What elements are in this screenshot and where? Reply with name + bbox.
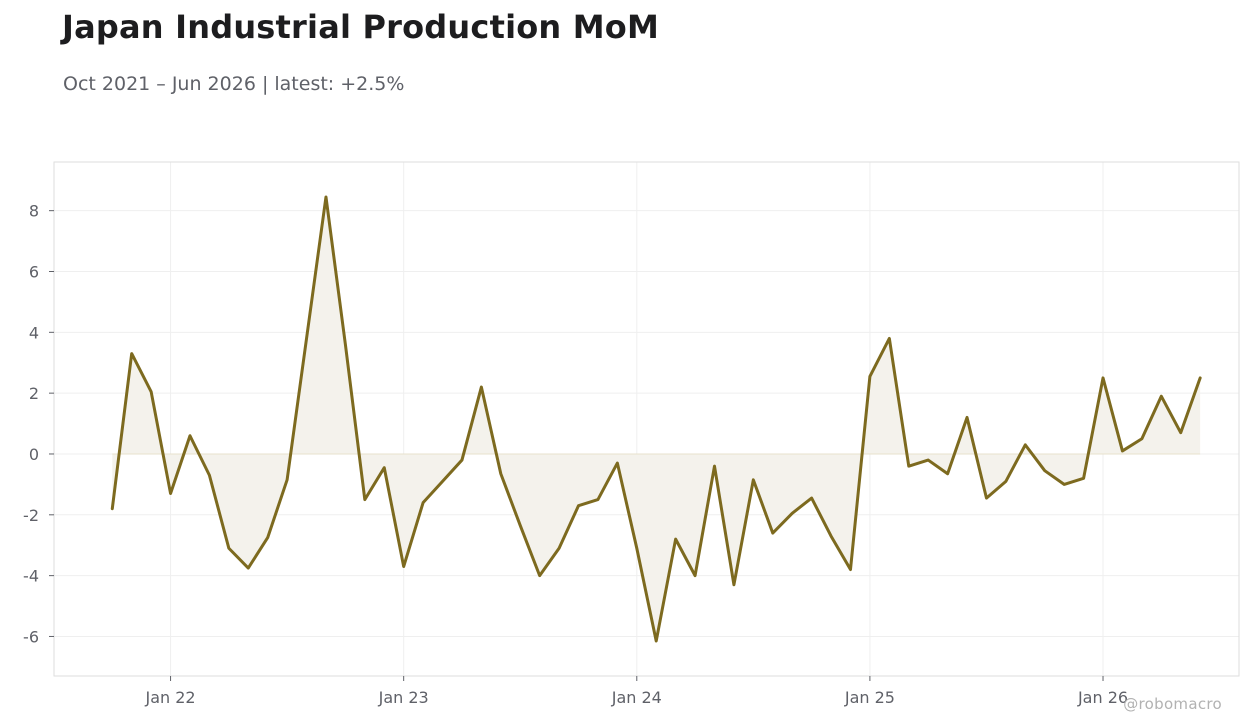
data-point <box>830 535 833 538</box>
data-point <box>169 492 172 495</box>
data-point <box>1160 395 1163 398</box>
data-point <box>1179 431 1182 434</box>
data-point <box>422 501 425 504</box>
data-point <box>130 352 133 355</box>
data-point <box>441 480 444 483</box>
data-point <box>538 574 541 577</box>
data-point <box>1004 480 1007 483</box>
x-tick-label: Jan 24 <box>611 688 662 707</box>
watermark: @robomacro <box>1123 695 1222 713</box>
data-point <box>888 337 891 340</box>
data-point <box>460 459 463 462</box>
y-tick-label: 8 <box>29 202 39 221</box>
data-point <box>363 498 366 501</box>
data-point <box>577 504 580 507</box>
series-line <box>110 195 1202 643</box>
data-point <box>383 466 386 469</box>
y-tick-label: -6 <box>23 627 39 646</box>
data-point <box>752 478 755 481</box>
data-point <box>305 337 308 340</box>
data-point <box>655 640 658 643</box>
x-tick-label: Jan 26 <box>1077 688 1128 707</box>
data-point <box>732 583 735 586</box>
y-tick-label: -4 <box>23 567 39 586</box>
data-point <box>1043 469 1046 472</box>
chart-subtitle: Oct 2021 – Jun 2026 | latest: +2.5% <box>63 73 405 95</box>
data-point <box>266 536 269 539</box>
data-point <box>1102 376 1105 379</box>
chart-title: Japan Industrial Production MoM <box>62 8 660 46</box>
data-point <box>635 547 638 550</box>
data-point <box>499 472 502 475</box>
data-point <box>907 465 910 468</box>
data-point <box>1063 483 1066 486</box>
data-point <box>771 532 774 535</box>
data-point <box>946 472 949 475</box>
data-point <box>1121 449 1124 452</box>
data-point <box>344 343 347 346</box>
data-point <box>111 507 114 510</box>
data-point <box>674 538 677 541</box>
y-tick-label: 0 <box>29 445 39 464</box>
data-point <box>150 390 153 393</box>
data-point <box>810 497 813 500</box>
data-point <box>286 478 289 481</box>
data-point <box>849 568 852 571</box>
gridlines <box>54 162 1239 676</box>
data-point <box>208 474 211 477</box>
x-tick-label: Jan 23 <box>378 688 429 707</box>
area-fill <box>112 196 1201 642</box>
data-point <box>985 497 988 500</box>
data-point <box>402 565 405 568</box>
data-point <box>927 459 930 462</box>
data-point <box>694 574 697 577</box>
data-point <box>616 462 619 465</box>
y-tick-label: -2 <box>23 506 39 525</box>
data-point <box>868 375 871 378</box>
plot-frame <box>53 161 1240 677</box>
data-point <box>558 547 561 550</box>
data-point <box>188 434 191 437</box>
data-point <box>713 465 716 468</box>
data-point <box>596 498 599 501</box>
x-axis-ticks: Jan 22 Jan 23 Jan 24 Jan 25 Jan 26 <box>145 676 1128 707</box>
data-point <box>227 547 230 550</box>
y-axis-ticks: -6 -4 -2 0 2 4 6 8 <box>23 202 54 646</box>
x-tick-label: Jan 25 <box>844 688 895 707</box>
data-point <box>519 524 522 527</box>
data-point <box>324 195 327 198</box>
data-point <box>1199 376 1202 379</box>
data-point <box>1024 443 1027 446</box>
data-point <box>966 416 969 419</box>
y-tick-label: 2 <box>29 384 39 403</box>
data-point <box>791 512 794 515</box>
data-point <box>1082 477 1085 480</box>
x-tick-label: Jan 22 <box>145 688 196 707</box>
data-point <box>1140 437 1143 440</box>
y-tick-label: 6 <box>29 262 39 281</box>
data-point <box>480 386 483 389</box>
y-tick-label: 4 <box>29 323 39 342</box>
data-point <box>247 567 250 570</box>
